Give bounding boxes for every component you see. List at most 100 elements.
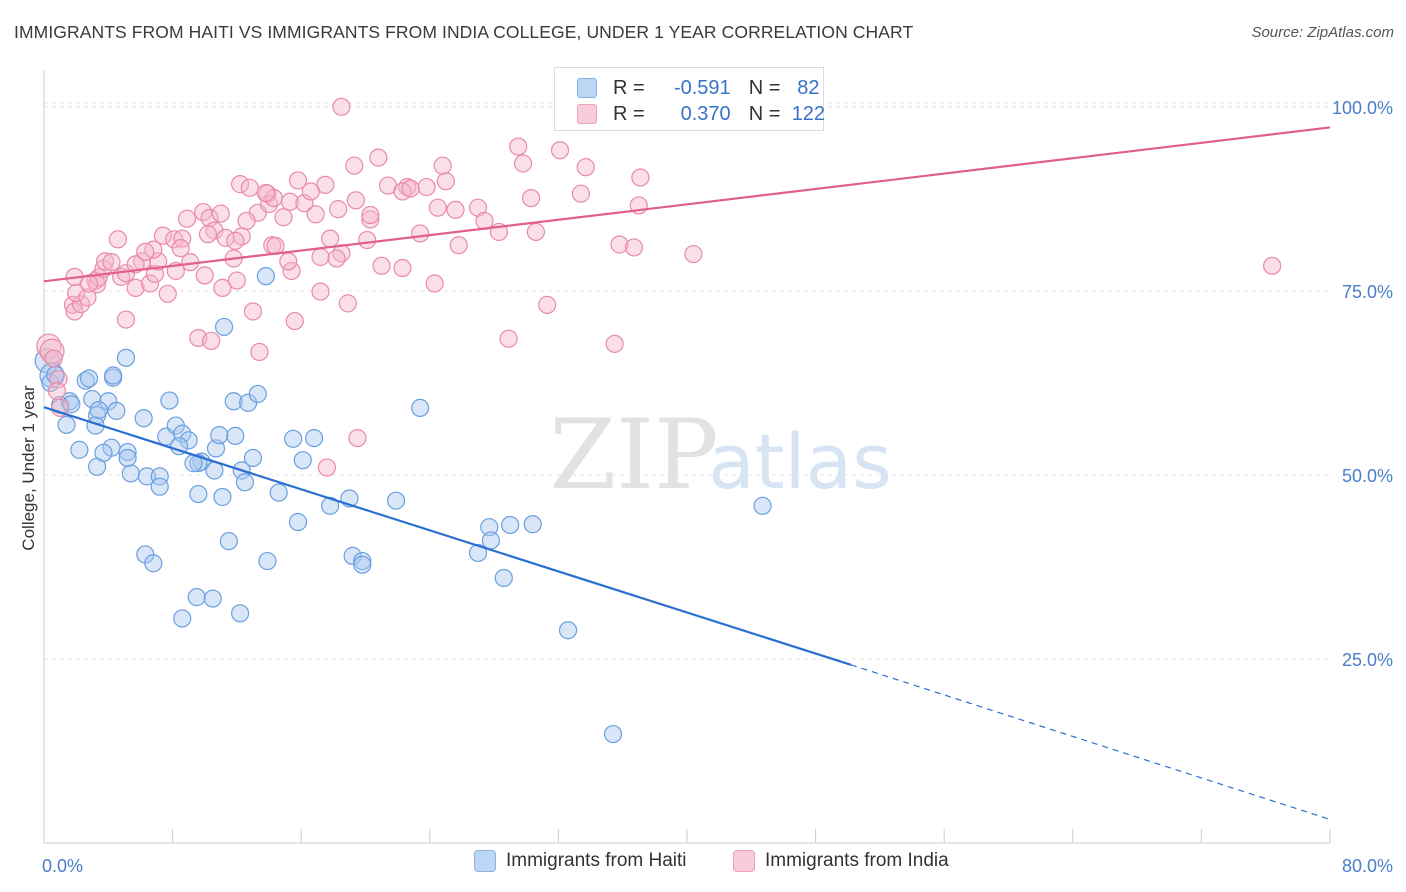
- legend-item-haiti: Immigrants from Haiti: [474, 850, 687, 872]
- india-point: [126, 255, 145, 274]
- india-n-value: 122: [791, 102, 826, 125]
- india-point: [538, 295, 557, 314]
- india-point: [446, 200, 465, 219]
- india-point: [327, 249, 346, 268]
- haiti-point: [89, 401, 108, 420]
- haiti-point: [353, 555, 372, 574]
- india-point: [576, 158, 595, 177]
- india-point: [202, 331, 221, 351]
- watermark-zip: ZIP: [549, 399, 718, 511]
- tick-labels: 25.0% 50.0% 75.0% 100.0% 0.0% 80.0%: [42, 98, 1393, 876]
- haiti-point: [494, 568, 513, 588]
- haiti-point: [189, 484, 208, 504]
- india-point: [250, 342, 269, 362]
- india-point: [369, 148, 388, 167]
- x-tick-label: 80.0%: [1342, 856, 1393, 876]
- india-point: [158, 284, 177, 303]
- y-tick-label: 100.0%: [1332, 98, 1393, 118]
- haiti-point: [203, 589, 222, 608]
- x-tick-label: 0.0%: [42, 856, 83, 876]
- india-point: [550, 141, 570, 160]
- haiti-point: [224, 392, 243, 411]
- haiti-point: [210, 426, 229, 445]
- y-tick-label: 75.0%: [1342, 282, 1393, 302]
- india-point: [243, 302, 263, 321]
- india-point: [153, 226, 173, 245]
- india-point: [78, 288, 97, 307]
- india-n-label: N =: [748, 102, 781, 125]
- india-point: [306, 205, 325, 224]
- haiti-point: [57, 415, 76, 434]
- india-swatch: [577, 104, 597, 124]
- india-point: [39, 338, 65, 364]
- india-point: [436, 172, 455, 191]
- india-r-value: 0.370: [680, 102, 731, 125]
- trend-lines: [43, 126, 1331, 821]
- india-point: [136, 242, 155, 261]
- india-point: [361, 205, 380, 225]
- haiti-point: [219, 532, 238, 551]
- india-point: [348, 428, 367, 448]
- haiti-point: [107, 401, 126, 420]
- chart-source: Source: ZipAtlas.com: [1251, 24, 1394, 41]
- haiti-point: [213, 487, 232, 507]
- haiti-r-value: -0.591: [673, 76, 731, 99]
- haiti-point: [60, 392, 79, 411]
- haiti-point: [169, 437, 189, 456]
- india-point: [226, 231, 245, 250]
- india-point: [282, 261, 301, 281]
- india-point: [401, 179, 420, 198]
- india-point: [237, 211, 256, 231]
- india-point: [521, 188, 541, 208]
- haiti-points: [34, 267, 772, 744]
- india-point: [65, 302, 84, 321]
- stats-row-haiti: R = -0.591 N = 82: [577, 75, 836, 101]
- haiti-point: [118, 442, 137, 462]
- india-point: [346, 191, 365, 210]
- haiti-point: [76, 371, 95, 390]
- legend-haiti-swatch: [474, 850, 496, 872]
- india-point: [311, 282, 330, 301]
- y-tick-label: 25.0%: [1342, 650, 1393, 670]
- india-point: [211, 204, 230, 223]
- haiti-point: [116, 348, 136, 367]
- haiti-point: [269, 483, 288, 502]
- haiti-point: [481, 531, 500, 550]
- india-point: [411, 224, 430, 243]
- india-point: [102, 253, 121, 272]
- india-point: [425, 274, 444, 293]
- haiti-point: [480, 518, 499, 537]
- haiti-point: [118, 448, 137, 468]
- india-point: [317, 458, 337, 477]
- haiti-point: [248, 384, 267, 404]
- axes: [43, 70, 1331, 844]
- haiti-point: [753, 496, 772, 515]
- india-point: [279, 252, 298, 271]
- india-point: [361, 210, 380, 229]
- india-point: [140, 274, 160, 293]
- haiti-point: [187, 588, 206, 607]
- haiti-point: [144, 554, 163, 573]
- haiti-point: [62, 395, 81, 414]
- india-point: [1263, 256, 1282, 275]
- india-point: [631, 168, 650, 187]
- india-point: [126, 278, 145, 298]
- india-point: [571, 184, 591, 203]
- watermark-atlas: atlas: [708, 417, 892, 506]
- india-point: [499, 329, 518, 348]
- haiti-trend-extension: [850, 664, 1331, 821]
- india-point: [513, 154, 533, 173]
- india-point: [195, 266, 214, 285]
- india-point: [605, 334, 624, 353]
- haiti-point: [293, 451, 312, 470]
- legend-haiti-label: Immigrants from Haiti: [506, 850, 687, 871]
- haiti-swatch: [577, 78, 597, 98]
- haiti-point: [150, 477, 169, 496]
- india-point: [509, 137, 528, 156]
- y-axis-label: College, Under 1 year: [19, 385, 38, 551]
- india-point: [417, 177, 436, 197]
- haiti-point: [214, 317, 234, 337]
- haiti-point: [235, 473, 255, 492]
- haiti-point: [94, 443, 113, 462]
